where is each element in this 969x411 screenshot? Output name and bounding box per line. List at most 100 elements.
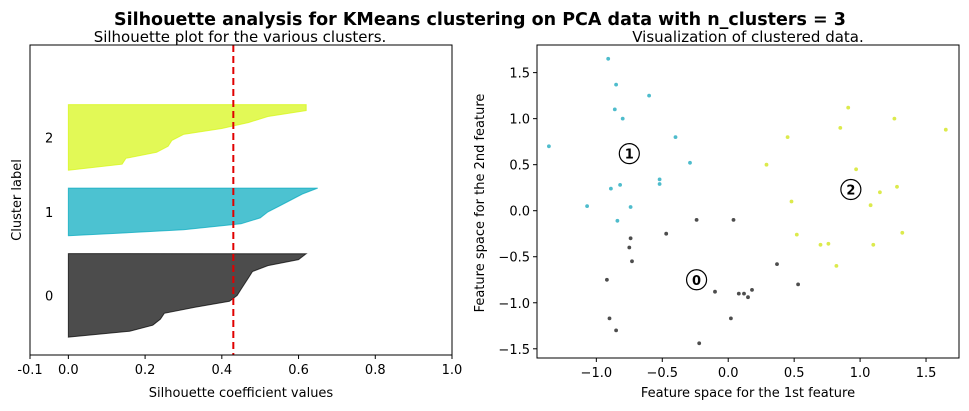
scatter-point-cluster-2 — [785, 135, 790, 140]
cluster-center-label-2: 2 — [846, 184, 855, 199]
scatter-point-cluster-0 — [731, 218, 736, 222]
scatter-point-cluster-2 — [764, 162, 769, 167]
scatter-point-cluster-0 — [746, 295, 750, 300]
x-tick-label: −0.5 — [646, 366, 678, 381]
scatter-point-cluster-2 — [892, 116, 897, 121]
scatter-point-cluster-1 — [657, 177, 662, 182]
scatter-point-cluster-2 — [794, 232, 799, 237]
scatter-point-cluster-2 — [895, 184, 899, 189]
y-tick-label: 1.0 — [509, 113, 530, 128]
scatter-point-cluster-2 — [818, 242, 823, 247]
scatter-point-cluster-1 — [606, 56, 611, 61]
cluster-center-label-0: 0 — [692, 274, 701, 289]
cluster-label-0: 0 — [45, 289, 53, 304]
scatter-point-cluster-1 — [614, 82, 618, 87]
scatter-x-label: Feature space for the 1st feature — [641, 386, 855, 401]
scatter-point-cluster-0 — [664, 231, 669, 236]
cluster-center-0 — [685, 269, 708, 291]
scatter-point-cluster-0 — [729, 316, 733, 321]
scatter-point-cluster-0 — [750, 288, 754, 292]
scatter-point-cluster-1 — [547, 144, 551, 149]
x-tick-label: 0.4 — [211, 363, 232, 378]
x-tick-label: 0.8 — [365, 363, 386, 378]
scatter-point-cluster-1 — [647, 93, 651, 98]
scatter-point-cluster-1 — [615, 218, 620, 223]
silhouette-x-ticks: -0.1 0.0 0.2 0.4 0.6 0.8 1.0 — [17, 355, 462, 378]
scatter-x-ticks: −1.0 −0.5 0.0 0.5 1.0 1.5 — [581, 358, 937, 381]
scatter-point-cluster-1 — [618, 183, 622, 187]
scatter-plot: Visualization of clustered data. 0 1 2 −1.… — [473, 28, 960, 401]
scatter-y-ticks: −1.5 −1.0 −0.5 0.0 0.5 1.0 1.5 — [498, 67, 537, 358]
scatter-axes-frame — [536, 44, 960, 359]
scatter-title: Visualization of clustered data. — [632, 28, 864, 46]
scatter-point-cluster-1 — [688, 160, 692, 165]
scatter-point-cluster-0 — [628, 236, 633, 241]
x-tick-label: −1.0 — [581, 366, 613, 381]
scatter-point-cluster-2 — [826, 241, 831, 246]
scatter-point-cluster-1 — [628, 205, 633, 209]
y-tick-label: 0.0 — [509, 205, 530, 220]
scatter-point-cluster-0 — [736, 291, 741, 296]
scatter-point-cluster-2 — [834, 264, 839, 268]
silhouette-axes-frame — [29, 44, 453, 356]
scatter-point-cluster-2 — [943, 127, 948, 132]
x-tick-label: 1.0 — [850, 366, 871, 381]
y-tick-label: −1.0 — [498, 297, 530, 312]
scatter-point-cluster-0 — [775, 262, 779, 266]
scatter-point-cluster-0 — [607, 316, 612, 321]
scatter-point-cluster-2 — [900, 230, 905, 235]
silhouette-x-label: Silhouette coefficient values — [149, 386, 334, 401]
scatter-point-cluster-0 — [713, 289, 717, 294]
scatter-point-cluster-0 — [614, 328, 618, 333]
cluster-center-2 — [840, 178, 862, 201]
scatter-point-cluster-1 — [620, 116, 625, 121]
scatter-y-label: Feature space for the 2nd feature — [473, 94, 488, 313]
cluster-labels: 0 1 2 — [45, 131, 53, 304]
scatter-point-cluster-1 — [612, 107, 617, 112]
scatter-point-cluster-0 — [605, 277, 609, 282]
scatter-point-cluster-0 — [694, 218, 699, 222]
x-tick-label: 0.0 — [718, 366, 739, 381]
scatter-point-cluster-0 — [627, 245, 632, 250]
y-tick-label: 1.5 — [509, 67, 530, 82]
x-tick-label: 0.6 — [288, 363, 309, 378]
scatter-point-cluster-2 — [871, 242, 876, 247]
x-tick-label: 0.5 — [784, 366, 805, 381]
silhouette-y-label: Cluster label — [10, 159, 25, 241]
scatter-point-cluster-1 — [673, 135, 678, 140]
x-tick-label: -0.1 — [17, 363, 42, 378]
y-tick-label: −1.5 — [498, 343, 530, 358]
scatter-point-cluster-1 — [657, 182, 662, 186]
cluster-center-1 — [618, 143, 640, 165]
scatter-point-cluster-0 — [742, 291, 746, 296]
x-tick-label: 1.0 — [442, 363, 463, 378]
figure-suptitle: Silhouette analysis for KMeans clusterin… — [114, 10, 846, 30]
scatter-point-cluster-2 — [789, 199, 794, 204]
scatter-point-cluster-0 — [796, 282, 800, 287]
cluster-center-label-1: 1 — [625, 148, 634, 163]
x-tick-label: 0.2 — [135, 363, 156, 378]
silhouette-title: Silhouette plot for the various clusters… — [94, 28, 387, 46]
scatter-point-cluster-0 — [630, 259, 634, 264]
cluster-label-1: 1 — [45, 206, 53, 221]
scatter-point-cluster-2 — [846, 105, 851, 110]
scatter-point-cluster-2 — [838, 126, 843, 130]
scatter-point-cluster-2 — [868, 203, 873, 208]
y-tick-label: 0.5 — [509, 159, 530, 174]
silhouette-plot: Silhouette plot for the various clusters… — [10, 28, 462, 401]
silhouette-fill-cluster-1 — [67, 187, 318, 237]
x-tick-label: 0.0 — [58, 363, 79, 378]
scatter-point-cluster-1 — [585, 204, 589, 209]
cluster-centers: 0 1 2 — [618, 143, 862, 291]
silhouette-fill-cluster-2 — [67, 104, 307, 171]
scatter-point-cluster-1 — [609, 186, 613, 191]
scatter-point-cluster-0 — [697, 341, 702, 346]
cluster-label-2: 2 — [45, 131, 53, 146]
scatter-point-cluster-2 — [854, 167, 858, 172]
silhouette-fills — [67, 104, 318, 338]
x-tick-label: 1.5 — [916, 366, 937, 381]
y-tick-label: −0.5 — [498, 251, 530, 266]
scatter-point-cluster-2 — [878, 190, 882, 195]
scatter-points — [547, 56, 948, 346]
